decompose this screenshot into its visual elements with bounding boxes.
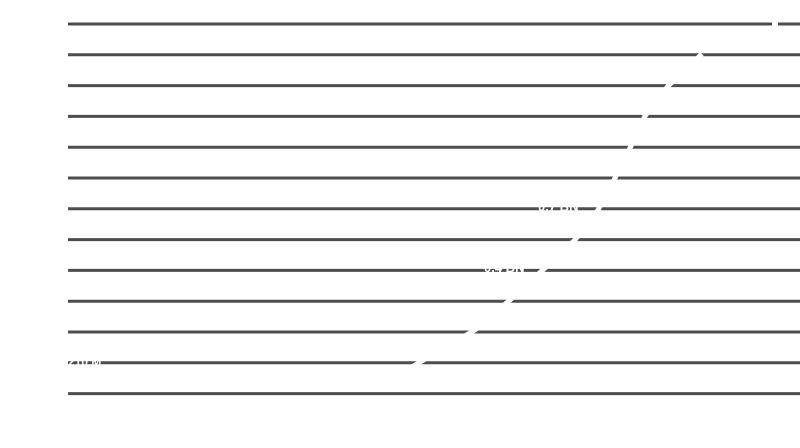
text-fragment-2: 0.4 BN (484, 260, 524, 275)
diagonal-slash-line (408, 52, 704, 371)
text-fragment-3: 210 M (68, 355, 101, 369)
top-right-notch (772, 20, 778, 27)
diagonal-break (408, 20, 778, 371)
text-fragment-1: 0.7 BN (538, 199, 578, 214)
horizontal-lines (68, 22, 800, 396)
